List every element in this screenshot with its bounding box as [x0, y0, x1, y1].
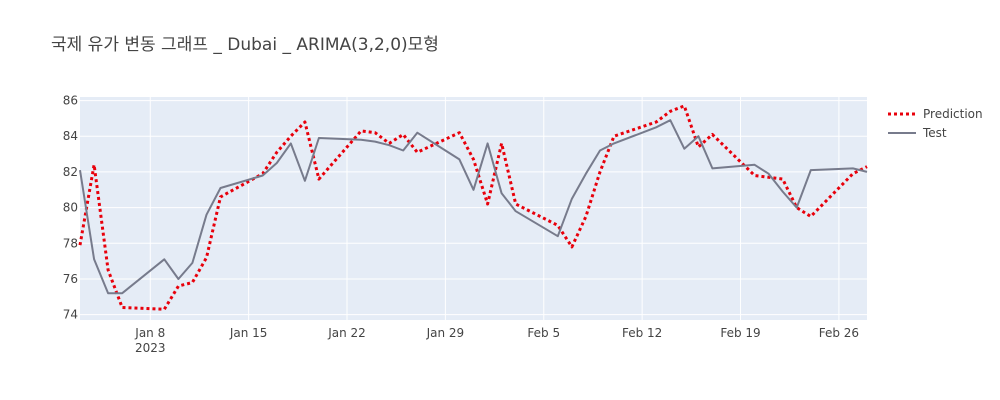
y-tick-label: 86 [63, 94, 78, 108]
legend[interactable]: Prediction Test [888, 107, 983, 140]
x-tick-label: Jan 8 [134, 326, 165, 340]
x-tick-label: Feb 12 [622, 326, 662, 340]
y-tick-label: 80 [63, 201, 78, 215]
x-tick-label: Jan 29 [426, 326, 465, 340]
x-tick-label: Feb 26 [819, 326, 859, 340]
series-line-test [79, 119, 868, 295]
series [78, 104, 868, 311]
legend-label: Test [922, 126, 947, 140]
y-tick-label: 82 [63, 165, 78, 179]
legend-label: Prediction [923, 107, 983, 121]
legend-item-test[interactable]: Test [888, 126, 947, 140]
series-line-prediction [78, 104, 868, 311]
x-tick-label: Feb 19 [720, 326, 760, 340]
y-tick-label: 74 [63, 308, 78, 322]
plot-area [80, 97, 867, 320]
y-tick-label: 84 [63, 129, 78, 143]
x-tick-label: Feb 5 [527, 326, 560, 340]
legend-item-prediction[interactable]: Prediction [888, 107, 983, 121]
y-tick-label: 76 [63, 272, 78, 286]
x-tick-label: Jan 22 [327, 326, 366, 340]
chart-title: 국제 유가 변동 그래프 _ Dubai _ ARIMA(3,2,0)모형 [51, 35, 439, 55]
x-tick-label: Jan 15 [229, 326, 268, 340]
x-tick-sublabel: 2023 [135, 341, 166, 355]
y-tick-label: 78 [63, 236, 78, 250]
